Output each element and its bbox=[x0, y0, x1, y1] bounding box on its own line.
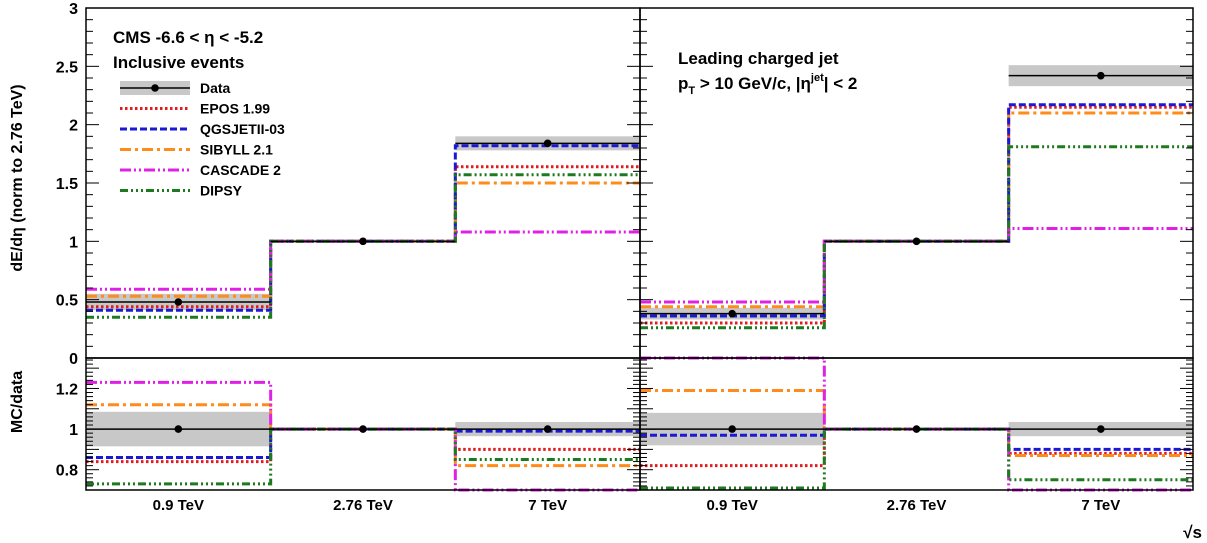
data-point bbox=[912, 237, 921, 246]
ratio-y-tick-label: 1 bbox=[69, 422, 78, 439]
top-y-axis-label: dE/dη (norm to 2.76 TeV) bbox=[9, 84, 26, 271]
x-tick-label: 7 TeV bbox=[528, 497, 567, 514]
top-y-tick-label: 2 bbox=[69, 118, 78, 135]
ptext: | < 2 bbox=[824, 74, 858, 93]
x-tick-label: 2.76 TeV bbox=[887, 497, 947, 514]
data-point bbox=[174, 298, 183, 306]
ptext-sub: T bbox=[688, 85, 695, 97]
x-tick-label: 7 TeV bbox=[1081, 497, 1120, 514]
legend: Data EPOS 1.99 QGSJETII-03 SIBYLL 2.1 CASCAD… bbox=[120, 80, 285, 199]
top-y-tick-label: 2.5 bbox=[56, 59, 78, 76]
panel-text-line: pT > 10 GeV/c, |ηjet| < 2 bbox=[678, 72, 857, 97]
ptext: > 10 GeV/c, |η bbox=[695, 74, 811, 93]
ratio-y-tick-label: 1.2 bbox=[56, 381, 78, 398]
data-point bbox=[1097, 71, 1105, 80]
data-point bbox=[543, 139, 552, 148]
top-y-tick-label: 3 bbox=[69, 1, 78, 18]
panel-annotations: CMS -6.6 < η < -5.2 Inclusive events Leadi… bbox=[113, 28, 857, 97]
legend-label-qgsjet: QGSJETII-03 bbox=[200, 121, 285, 137]
ratio-dipsy-panel-0 bbox=[86, 427, 640, 486]
legend-label-sibyll: SIBYLL 2.1 bbox=[200, 142, 273, 158]
top-y-tick-label: 1 bbox=[69, 234, 78, 251]
series-epos-panel-1 bbox=[640, 105, 1193, 325]
series-cascade-panel-0 bbox=[86, 230, 640, 291]
ratio-panel-frame bbox=[639, 357, 1194, 491]
top-y-tick-label: 0 bbox=[69, 351, 78, 368]
axis-ticks: 0.9 TeV 2.76 TeV 7 TeV 0.9 TeV 2.76 TeV 7 TeV… bbox=[56, 1, 1193, 514]
x-tick-label: 2.76 TeV bbox=[333, 497, 393, 514]
series-qgsjet-panel-1 bbox=[640, 103, 1193, 318]
ratio-epos-panel-1 bbox=[640, 427, 1193, 468]
legend-label-dipsy: DIPSY bbox=[200, 183, 243, 199]
axis-labels: dE/dη (norm to 2.76 TeV) MC/data √s bbox=[9, 84, 1202, 542]
ptext-sup: jet bbox=[810, 72, 824, 84]
data-point bbox=[359, 237, 367, 246]
series-epos-panel-0 bbox=[86, 165, 640, 309]
legend-label-cascade: CASCADE 2 bbox=[200, 162, 281, 178]
legend-label-data: Data bbox=[200, 80, 231, 96]
panel-text-line: Inclusive events bbox=[113, 53, 244, 72]
panel-text-line: CMS -6.6 < η < -5.2 bbox=[113, 28, 263, 47]
legend-label-epos: EPOS 1.99 bbox=[200, 101, 270, 117]
series-dipsy-panel-0 bbox=[86, 173, 640, 319]
panel-text-line: Leading charged jet bbox=[678, 49, 839, 68]
top-y-tick-label: 1.5 bbox=[56, 176, 78, 193]
data-points bbox=[86, 71, 1193, 433]
data-point bbox=[728, 309, 736, 318]
bottom-y-axis-label: MC/data bbox=[9, 371, 26, 433]
x-axis-label: √s bbox=[1183, 523, 1202, 542]
ptext: p bbox=[678, 74, 688, 93]
top-y-tick-label: 0.5 bbox=[56, 293, 78, 310]
x-tick-label: 0.9 TeV bbox=[153, 497, 204, 514]
x-tick-label: 0.9 TeV bbox=[706, 497, 757, 514]
ratio-y-tick-label: 0.8 bbox=[56, 463, 78, 480]
legend-data-marker bbox=[151, 84, 159, 92]
series-sibyll-panel-1 bbox=[640, 111, 1193, 309]
